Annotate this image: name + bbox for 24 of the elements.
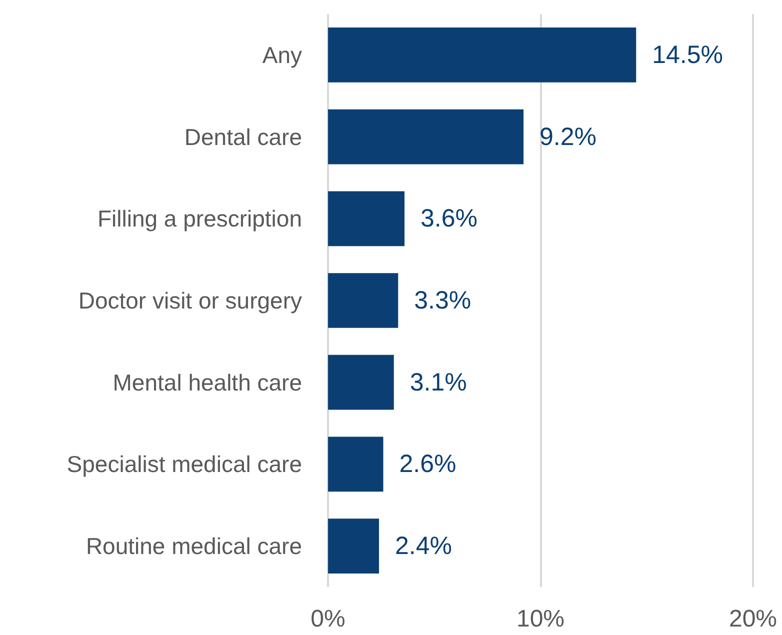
y-tick-label: Doctor visit or surgery bbox=[78, 288, 302, 314]
y-tick-label: Specialist medical care bbox=[66, 451, 302, 478]
y-tick-label: Mental health care bbox=[112, 369, 302, 396]
data-label: 3.6% bbox=[420, 204, 478, 233]
data-label: 9.2% bbox=[540, 122, 596, 151]
bar bbox=[328, 109, 524, 164]
y-tick-label: Filling a prescription bbox=[97, 206, 302, 232]
data-label: 2.4% bbox=[395, 532, 452, 560]
x-tick-label: 20% bbox=[728, 606, 778, 632]
data-label: 2.6% bbox=[399, 450, 456, 478]
data-label: 3.3% bbox=[414, 286, 472, 314]
bar bbox=[328, 273, 398, 328]
bar bbox=[328, 191, 404, 246]
bar bbox=[328, 354, 394, 410]
bar bbox=[328, 28, 636, 82]
bar bbox=[328, 518, 379, 574]
y-tick-label: Routine medical care bbox=[86, 533, 302, 560]
data-label: 3.1% bbox=[410, 368, 467, 396]
bar bbox=[328, 436, 384, 492]
x-tick-label: 10% bbox=[516, 606, 565, 632]
x-tick-label: 0% bbox=[310, 606, 346, 632]
y-tick-label: Dental care bbox=[184, 124, 302, 150]
y-tick-label: Any bbox=[262, 42, 302, 68]
data-label: 14.5% bbox=[652, 40, 724, 69]
